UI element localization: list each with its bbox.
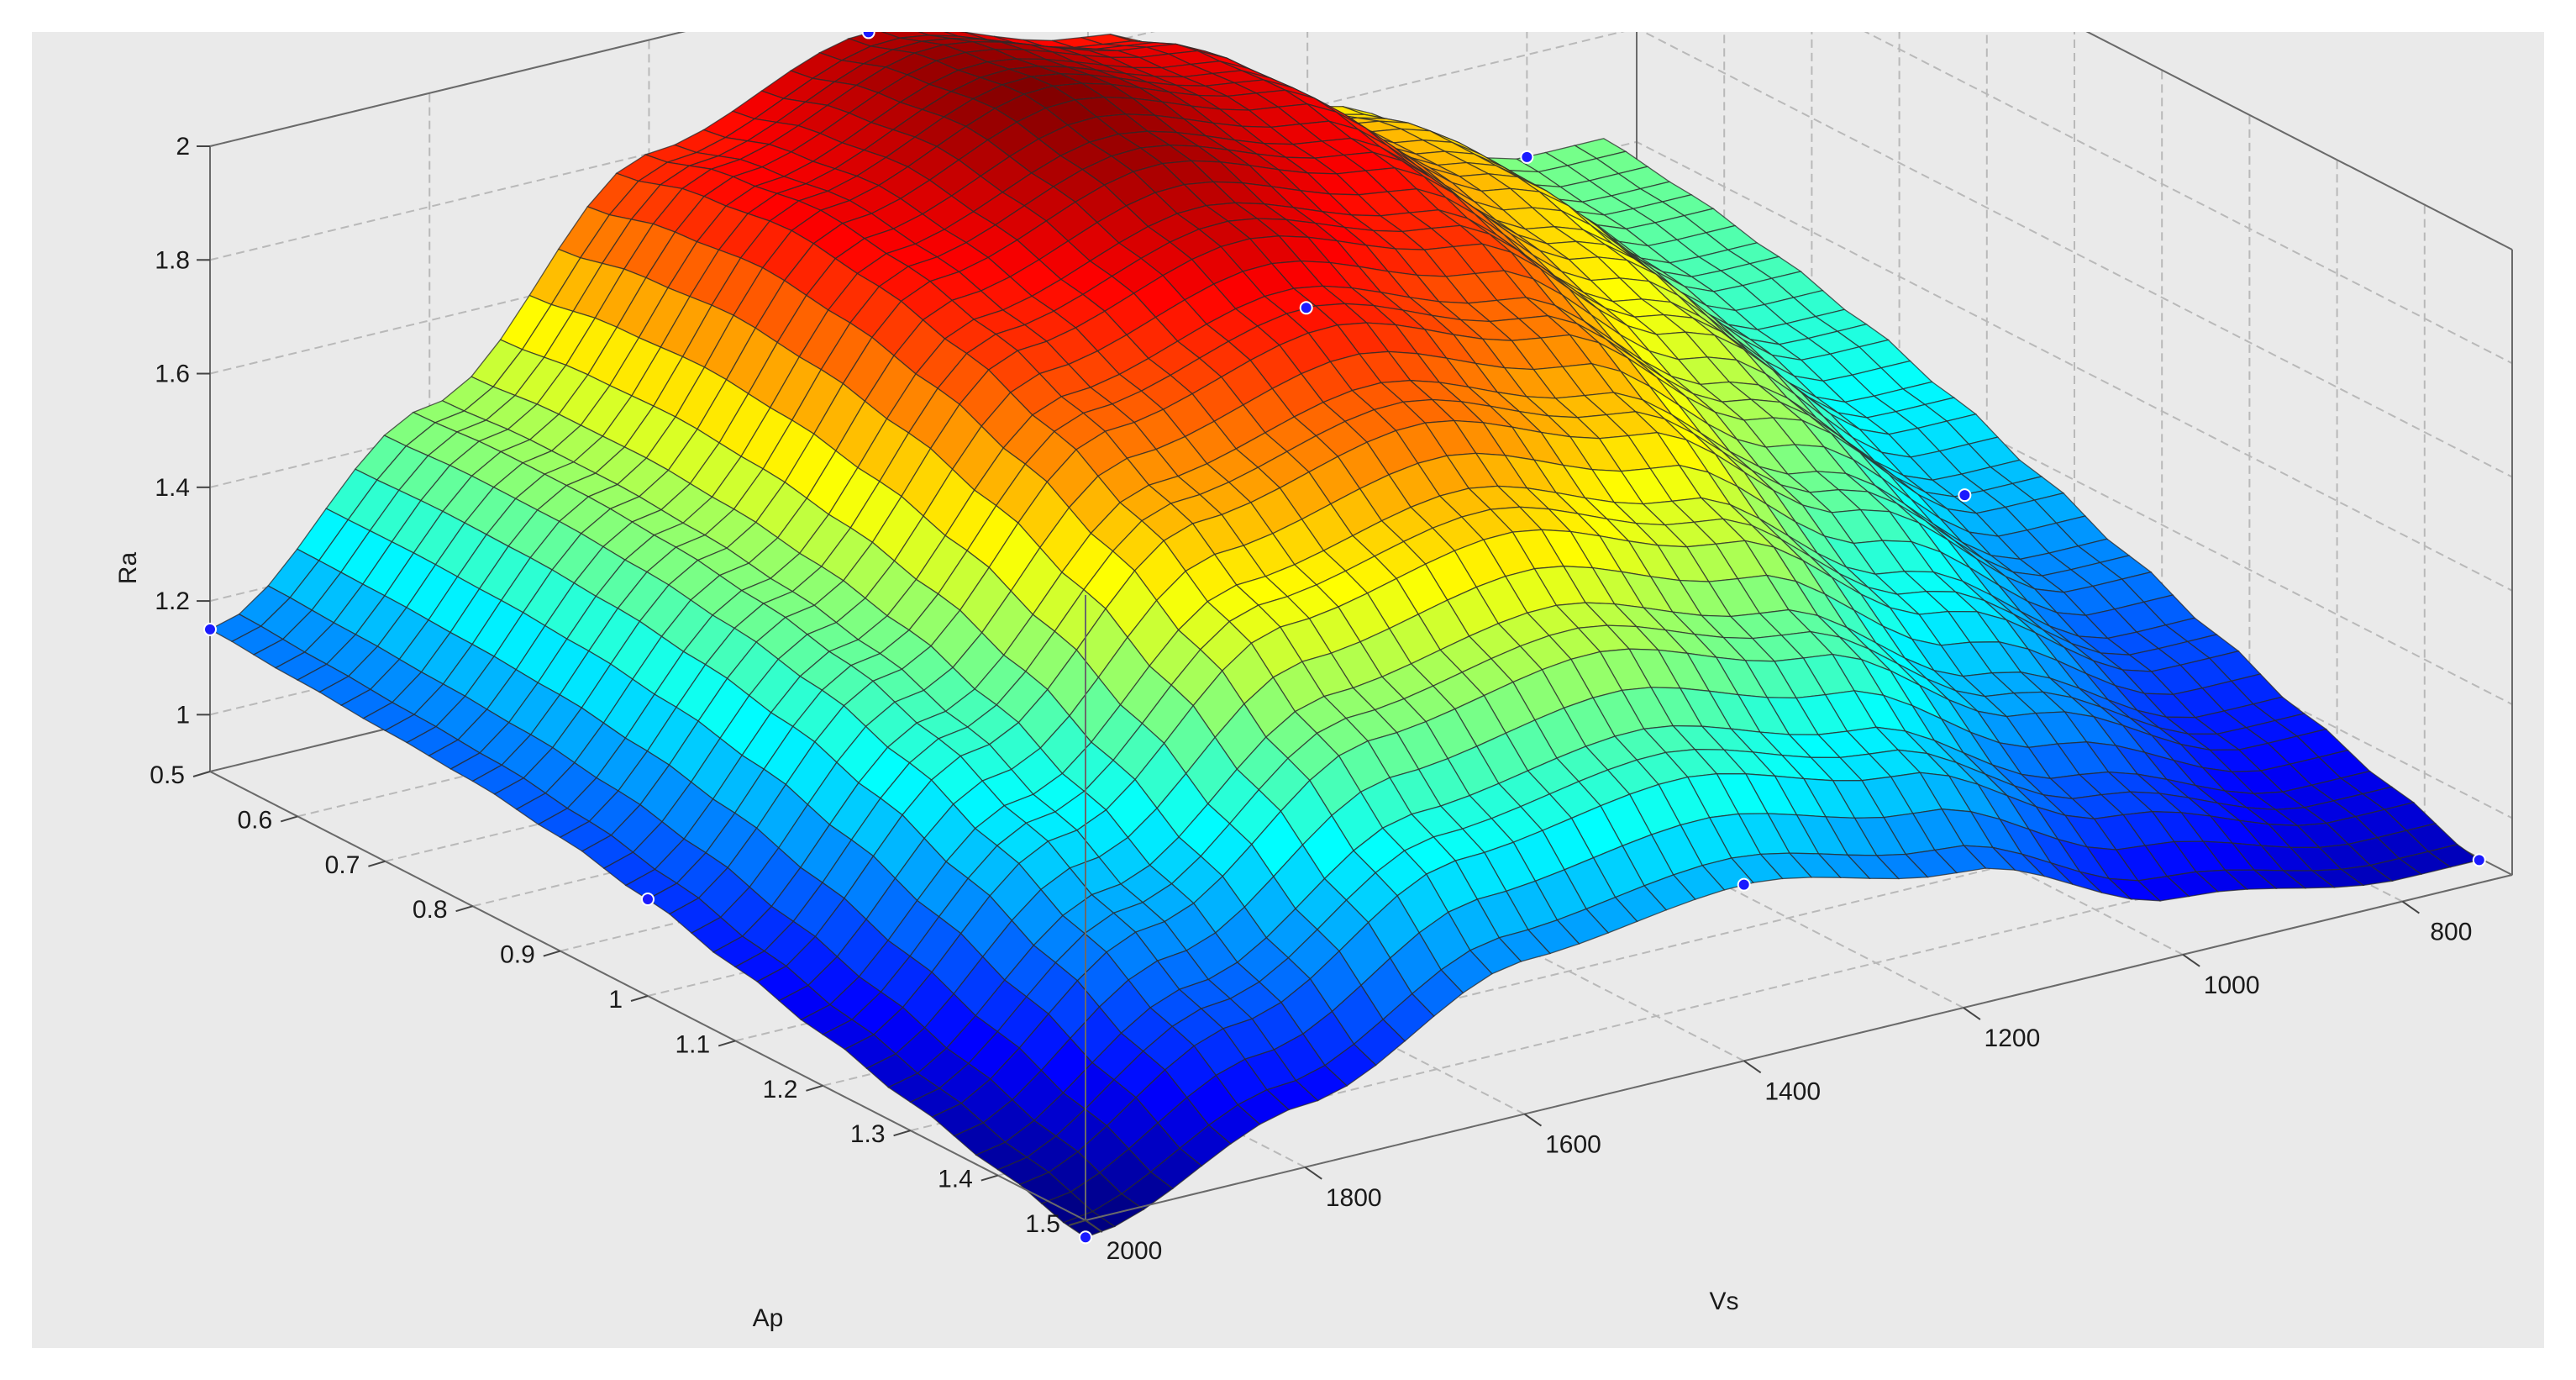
data-marker <box>1299 301 1313 315</box>
y-tick-mark <box>980 1174 999 1182</box>
data-marker <box>1737 877 1751 892</box>
x-tick-mark <box>1304 1166 1322 1180</box>
x-tick-mark <box>1523 1113 1543 1127</box>
data-marker <box>203 622 217 636</box>
y-tick-mark <box>368 860 386 867</box>
y-tick-mark <box>192 771 211 777</box>
y-axis-label: Ap <box>753 1304 784 1332</box>
x-tick-label: 1000 <box>2204 972 2260 999</box>
axes-box-edge <box>2085 32 2513 250</box>
y-tick-label: 1.5 <box>1025 1210 1060 1238</box>
data-markers <box>203 32 2486 1245</box>
x-tick-mark <box>2401 900 2420 914</box>
x-tick-mark <box>1963 1007 1981 1020</box>
x-tick-label: 1200 <box>1985 1024 2041 1052</box>
z-tick-label: 1.4 <box>155 474 190 502</box>
x-tick-mark <box>2182 954 2200 967</box>
data-marker <box>1958 488 1972 503</box>
data-marker <box>641 893 655 907</box>
y-tick-mark <box>1068 1219 1086 1226</box>
data-marker <box>1520 150 1534 164</box>
y-tick-label: 0.5 <box>150 761 185 789</box>
z-tick-label: 1.8 <box>155 246 190 274</box>
y-tick-label: 1 <box>608 986 623 1014</box>
axes-box-edge <box>209 32 686 147</box>
y-tick-label: 1.3 <box>850 1120 886 1148</box>
y-tick-mark <box>806 1084 823 1092</box>
x-tick-label: 800 <box>2430 919 2472 946</box>
y-tick-label: 1.4 <box>938 1166 973 1193</box>
data-marker <box>2472 853 2486 867</box>
x-tick-mark <box>1743 1060 1762 1074</box>
y-tick-label: 0.6 <box>237 806 272 834</box>
x-tick-label: 1800 <box>1326 1184 1382 1212</box>
y-tick-mark <box>893 1130 911 1137</box>
figure-frame: 1 1.2 1.4 1.6 1.8 2 0.5 0.6 0.7 0.8 0.9 1 1.1 1.2 1.3 1… <box>32 32 2544 1348</box>
y-tick-label: 1.1 <box>675 1030 710 1058</box>
tick-labels: 1 1.2 1.4 1.6 1.8 2 0.5 0.6 0.7 0.8 0.9 1 1.1 1.2 1.3 1… <box>150 133 2472 1265</box>
y-tick-mark <box>630 995 649 1002</box>
y-tick-mark <box>718 1040 736 1047</box>
x-tick-label: 1600 <box>1545 1131 1601 1159</box>
x-axis-label: Vs <box>1709 1288 1738 1315</box>
z-tick-label: 1.2 <box>155 587 190 615</box>
y-tick-mark <box>455 905 473 913</box>
x-tick-label: 1400 <box>1764 1077 1821 1105</box>
data-marker <box>861 32 875 40</box>
x-tick-mark <box>1085 1219 1103 1233</box>
z-tick-label: 2 <box>176 133 190 161</box>
y-tick-label: 0.8 <box>413 896 448 924</box>
y-tick-mark <box>280 815 298 823</box>
y-tick-mark <box>543 950 561 957</box>
y-tick-label: 0.9 <box>500 941 535 969</box>
x-tick-label: 2000 <box>1107 1237 1163 1265</box>
data-marker <box>1079 1230 1092 1245</box>
surface-plot: 1 1.2 1.4 1.6 1.8 2 0.5 0.6 0.7 0.8 0.9 1 1.1 1.2 1.3 1… <box>114 32 2513 1332</box>
z-axis-label: Ra <box>114 552 142 585</box>
z-tick-label: 1 <box>176 701 190 729</box>
surface-mesh <box>208 32 2481 1239</box>
z-tick-label: 1.6 <box>155 361 190 388</box>
y-tick-label: 1.2 <box>763 1076 798 1103</box>
axes-box-edge <box>1085 874 2513 1221</box>
y-tick-label: 0.7 <box>325 851 360 879</box>
